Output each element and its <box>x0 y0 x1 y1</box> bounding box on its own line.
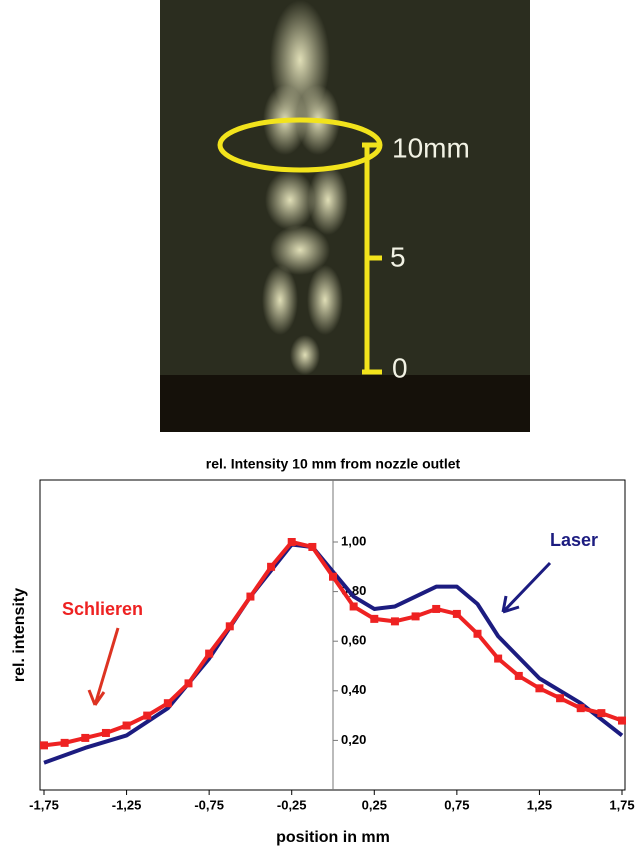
series-marker <box>370 615 378 623</box>
x-tick-label: 0,75 <box>444 797 469 812</box>
series-marker <box>308 543 316 551</box>
series-marker <box>474 630 482 638</box>
nozzle-plate <box>160 375 530 432</box>
series-marker <box>618 717 626 725</box>
series-marker <box>143 712 151 720</box>
y-axis-title: rel. intensity <box>11 588 28 682</box>
x-tick-label: -0,75 <box>194 797 224 812</box>
annotation-arrow <box>89 628 118 705</box>
series-marker <box>350 602 358 610</box>
x-axis-title: position in mm <box>276 829 390 846</box>
series-marker <box>226 622 234 630</box>
page: 10mm 5 0 rel. Intensity 10 mm from nozzl… <box>0 0 641 854</box>
y-tick-label: 0,20 <box>341 732 366 747</box>
series-marker <box>515 672 523 680</box>
scale-label: 0 <box>392 352 408 383</box>
series-marker <box>102 729 110 737</box>
series-marker <box>535 684 543 692</box>
series-marker <box>123 722 131 730</box>
y-tick-label: 0,40 <box>341 682 366 697</box>
x-tick-label: 1,25 <box>527 797 552 812</box>
series-marker <box>205 650 213 658</box>
series-annotation: Laser <box>550 530 598 550</box>
series-marker <box>246 593 254 601</box>
chart-title: rel. Intensity 10 mm from nozzle outlet <box>206 456 461 472</box>
series-marker <box>40 741 48 749</box>
series-marker <box>329 573 337 581</box>
y-tick-label: 0,60 <box>341 633 366 648</box>
series-marker <box>288 538 296 546</box>
series-marker <box>597 709 605 717</box>
x-tick-label: -1,75 <box>29 797 59 812</box>
scale-label: 5 <box>390 241 406 272</box>
y-tick-label: 1,00 <box>341 533 366 548</box>
series-marker <box>81 734 89 742</box>
series-marker <box>453 610 461 618</box>
series-annotation: Schlieren <box>62 599 143 619</box>
x-tick-label: -1,25 <box>112 797 142 812</box>
annotation-arrow <box>503 563 550 612</box>
series-marker <box>164 699 172 707</box>
series-marker <box>391 617 399 625</box>
series-marker <box>494 655 502 663</box>
series-marker <box>432 605 440 613</box>
figure: 10mm 5 0 rel. Intensity 10 mm from nozzl… <box>0 0 641 854</box>
photo: 10mm 5 0 <box>160 0 530 432</box>
series-marker <box>267 563 275 571</box>
x-tick-label: -0,25 <box>277 797 307 812</box>
x-tick-label: 1,75 <box>609 797 634 812</box>
series-marker <box>577 704 585 712</box>
series-marker <box>61 739 69 747</box>
series-marker <box>556 694 564 702</box>
scale-label: 10mm <box>392 132 470 163</box>
x-tick-label: 0,25 <box>362 797 387 812</box>
series-marker <box>412 612 420 620</box>
series-marker <box>185 679 193 687</box>
